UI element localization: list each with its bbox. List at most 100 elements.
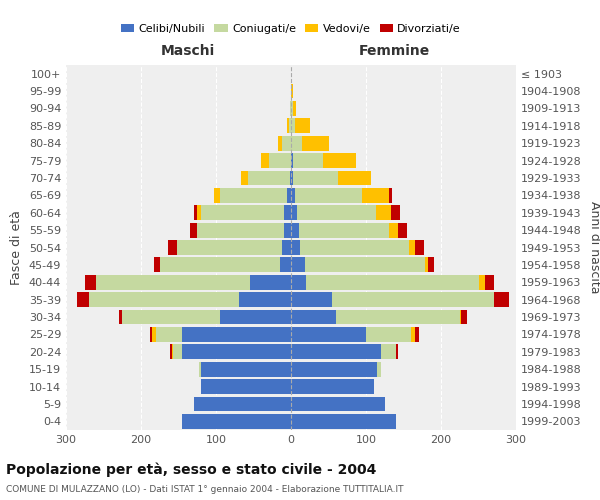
Bar xyxy=(391,206,400,220)
Bar xyxy=(366,327,411,342)
Bar xyxy=(152,327,156,342)
Bar xyxy=(305,258,425,272)
Bar xyxy=(415,240,424,255)
Bar xyxy=(293,153,323,168)
Bar xyxy=(89,292,239,307)
Bar xyxy=(284,206,291,220)
Bar xyxy=(77,292,89,307)
Legend: Celibi/Nubili, Coniugati/e, Vedovi/e, Divorziati/e: Celibi/Nubili, Coniugati/e, Vedovi/e, Di… xyxy=(116,20,466,38)
Bar xyxy=(182,344,291,359)
Bar xyxy=(282,136,291,150)
Text: Femmine: Femmine xyxy=(359,44,430,58)
Bar xyxy=(154,258,160,272)
Text: Maschi: Maschi xyxy=(160,44,215,58)
Bar xyxy=(197,222,284,238)
Bar xyxy=(290,101,291,116)
Bar xyxy=(150,327,152,342)
Bar xyxy=(173,344,182,359)
Bar xyxy=(182,414,291,428)
Bar xyxy=(269,153,291,168)
Text: Popolazione per età, sesso e stato civile - 2004: Popolazione per età, sesso e stato civil… xyxy=(6,462,376,477)
Bar xyxy=(197,206,201,220)
Bar xyxy=(250,275,291,289)
Bar xyxy=(291,118,295,133)
Bar xyxy=(282,240,291,255)
Bar xyxy=(291,362,377,376)
Bar xyxy=(396,344,398,359)
Bar xyxy=(193,206,197,220)
Bar xyxy=(199,362,201,376)
Bar xyxy=(289,118,291,133)
Bar xyxy=(337,170,371,186)
Bar xyxy=(190,222,197,238)
Bar xyxy=(389,188,392,202)
Bar xyxy=(293,170,337,186)
Text: COMUNE DI MULAZZANO (LO) - Dati ISTAT 1° gennaio 2004 - Elaborazione TUTTITALIA.: COMUNE DI MULAZZANO (LO) - Dati ISTAT 1°… xyxy=(6,485,404,494)
Bar xyxy=(306,275,479,289)
Bar xyxy=(291,275,306,289)
Bar xyxy=(415,327,419,342)
Bar xyxy=(172,344,173,359)
Bar xyxy=(291,414,396,428)
Bar xyxy=(278,136,282,150)
Bar xyxy=(248,170,290,186)
Bar xyxy=(332,292,493,307)
Bar xyxy=(428,258,434,272)
Bar xyxy=(336,310,460,324)
Bar xyxy=(220,188,287,202)
Bar xyxy=(220,310,291,324)
Bar xyxy=(291,258,305,272)
Bar xyxy=(182,327,291,342)
Bar xyxy=(284,222,291,238)
Bar xyxy=(291,379,373,394)
Bar xyxy=(411,327,415,342)
Bar xyxy=(170,344,172,359)
Bar xyxy=(290,170,291,186)
Bar xyxy=(291,396,385,411)
Bar xyxy=(85,275,96,289)
Bar xyxy=(479,275,485,289)
Bar xyxy=(96,275,250,289)
Bar xyxy=(376,206,391,220)
Bar xyxy=(214,188,220,202)
Bar xyxy=(485,275,493,289)
Bar xyxy=(377,362,381,376)
Bar xyxy=(291,310,336,324)
Bar xyxy=(291,240,300,255)
Bar xyxy=(291,344,381,359)
Bar xyxy=(291,292,332,307)
Bar xyxy=(168,240,177,255)
Bar xyxy=(122,310,220,324)
Bar xyxy=(193,396,291,411)
Bar xyxy=(287,188,291,202)
Bar xyxy=(291,188,295,202)
Bar xyxy=(295,118,310,133)
Bar xyxy=(299,222,389,238)
Bar xyxy=(201,362,291,376)
Bar xyxy=(291,136,302,150)
Bar xyxy=(381,344,396,359)
Bar xyxy=(201,206,284,220)
Bar xyxy=(323,153,356,168)
Bar xyxy=(287,118,289,133)
Bar xyxy=(302,136,329,150)
Bar xyxy=(409,240,415,255)
Bar xyxy=(362,188,389,202)
Bar xyxy=(389,222,398,238)
Bar xyxy=(398,222,407,238)
Bar xyxy=(160,258,280,272)
Bar xyxy=(156,327,182,342)
Bar xyxy=(300,240,409,255)
Bar xyxy=(241,170,248,186)
Bar xyxy=(291,84,293,98)
Bar xyxy=(201,379,291,394)
Bar xyxy=(291,101,293,116)
Bar xyxy=(291,222,299,238)
Bar xyxy=(261,153,269,168)
Bar xyxy=(291,153,293,168)
Bar xyxy=(293,101,296,116)
Bar xyxy=(291,327,366,342)
Y-axis label: Anni di nascita: Anni di nascita xyxy=(588,201,600,294)
Bar xyxy=(119,310,122,324)
Bar xyxy=(460,310,461,324)
